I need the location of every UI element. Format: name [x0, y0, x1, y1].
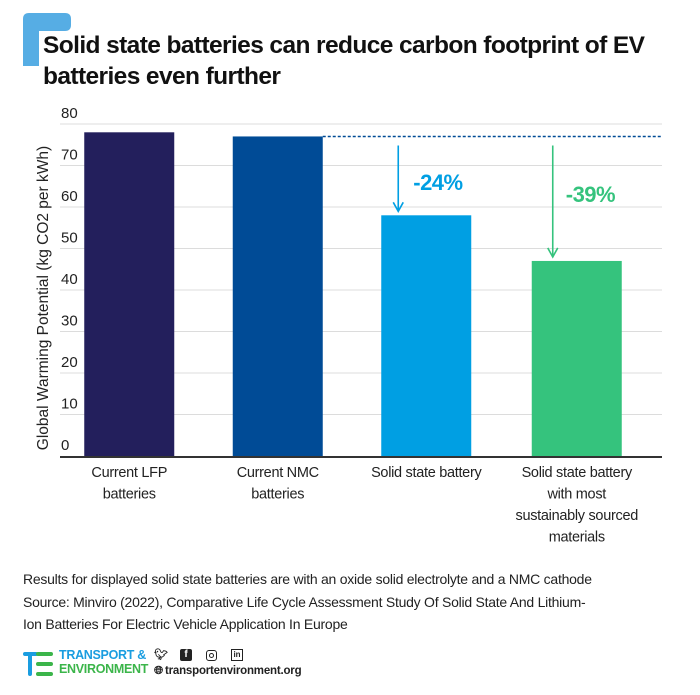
- brand-line-2: ENVIRONMENT: [59, 662, 149, 676]
- note-line-3: Ion Batteries For Electric Vehicle Appli…: [23, 616, 348, 632]
- bar: [84, 132, 175, 457]
- change-annotation: -39%: [566, 182, 615, 207]
- y-tick-label: 80: [61, 105, 78, 122]
- corner-accent-icon: [23, 13, 71, 66]
- y-tick-label: 50: [61, 230, 78, 247]
- y-tick-label: 30: [61, 313, 78, 330]
- x-tick-label: Current NMC: [237, 465, 319, 481]
- footer: TRANSPORT & ENVIRONMENT 🐦︎ f in 🌐︎ trans…: [23, 648, 323, 682]
- y-tick-label: 0: [61, 437, 69, 454]
- y-tick-label: 70: [61, 147, 78, 164]
- y-axis-label: Global Warming Potential (kg CO2 per kWh…: [35, 146, 52, 450]
- x-tick-label: batteries: [251, 487, 304, 503]
- x-tick-label: with most: [546, 487, 606, 503]
- brand-name: TRANSPORT & ENVIRONMENT: [59, 648, 148, 676]
- y-tick-label: 40: [61, 271, 78, 288]
- x-tick-label: sustainably sourced: [516, 508, 639, 524]
- bar: [381, 215, 472, 456]
- footnote: Results for displayed solid state batter…: [23, 568, 683, 636]
- y-tick-label: 10: [61, 396, 78, 413]
- facebook-icon[interactable]: f: [180, 649, 192, 661]
- arrow-head: [547, 247, 559, 259]
- x-tick-label: Solid state battery: [371, 465, 482, 481]
- te-logo-icon: [23, 652, 53, 676]
- website-url: transportenvironment.org: [165, 665, 302, 677]
- brand-line-1: TRANSPORT &: [59, 648, 146, 662]
- x-tick-label: materials: [549, 530, 605, 546]
- change-annotation: -24%: [413, 170, 462, 195]
- instagram-icon[interactable]: [206, 649, 217, 661]
- y-tick-label: 60: [61, 188, 78, 205]
- x-tick-label: batteries: [103, 487, 156, 503]
- note-line-2: Source: Minviro (2022), Comparative Life…: [23, 593, 586, 610]
- chart-title: Solid state batteries can reduce carbon …: [43, 32, 645, 90]
- linkedin-icon[interactable]: in: [231, 649, 243, 661]
- bar-chart: 0 10 20 30 40 50 60 70 80 Global Warming Potentia…: [35, 105, 662, 546]
- social-links: 🐦︎ f in: [154, 648, 243, 662]
- x-tick-label: Current LFP: [91, 465, 167, 481]
- twitter-icon[interactable]: 🐦︎: [154, 649, 168, 661]
- arrow-head: [392, 201, 404, 213]
- note-line-1: Results for displayed solid state batter…: [23, 571, 592, 587]
- globe-icon: 🌐︎: [154, 665, 163, 677]
- y-tick-label: 20: [61, 354, 78, 371]
- x-tick-label: Solid state battery: [522, 465, 633, 481]
- bar: [232, 136, 323, 456]
- website-link[interactable]: 🌐︎ transportenvironment.org: [154, 664, 302, 678]
- bar: [531, 260, 622, 456]
